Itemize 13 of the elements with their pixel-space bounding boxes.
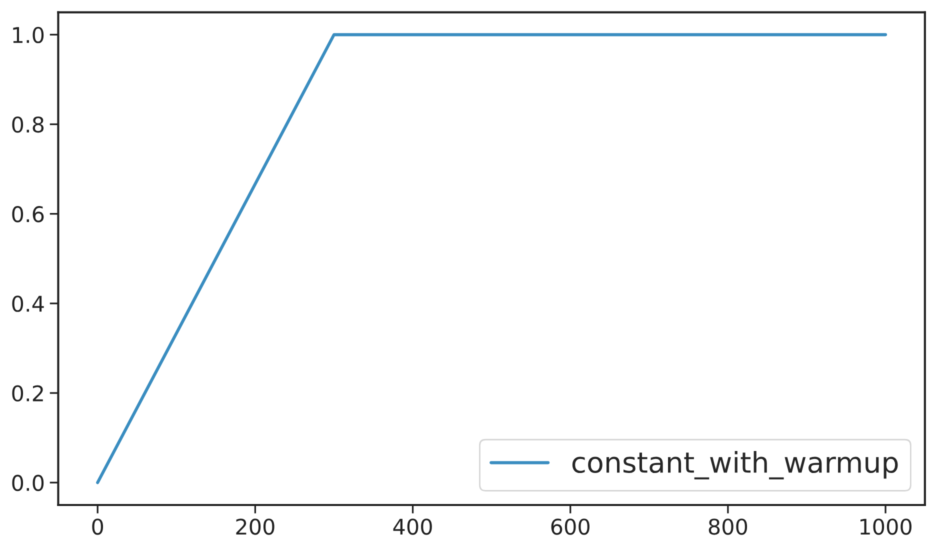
x-tick-label: 1000 xyxy=(860,518,912,535)
x-tick-label: 200 xyxy=(236,518,274,535)
y-tick-label: 0.6 xyxy=(12,206,44,222)
x-tick-label: 400 xyxy=(393,518,432,535)
legend-label: constant_with_warmup xyxy=(572,451,898,480)
x-tick-label: 800 xyxy=(708,518,748,535)
x-tick-label: 600 xyxy=(551,518,590,535)
x-tick-label: 0 xyxy=(92,518,104,535)
y-tick-label: 0.8 xyxy=(12,116,44,133)
y-tick-label: 0.0 xyxy=(12,474,44,492)
y-tick-label: 0.4 xyxy=(12,296,44,312)
y-tick-label: 1.0 xyxy=(13,26,44,44)
y-tick-label: 0.2 xyxy=(12,385,43,402)
